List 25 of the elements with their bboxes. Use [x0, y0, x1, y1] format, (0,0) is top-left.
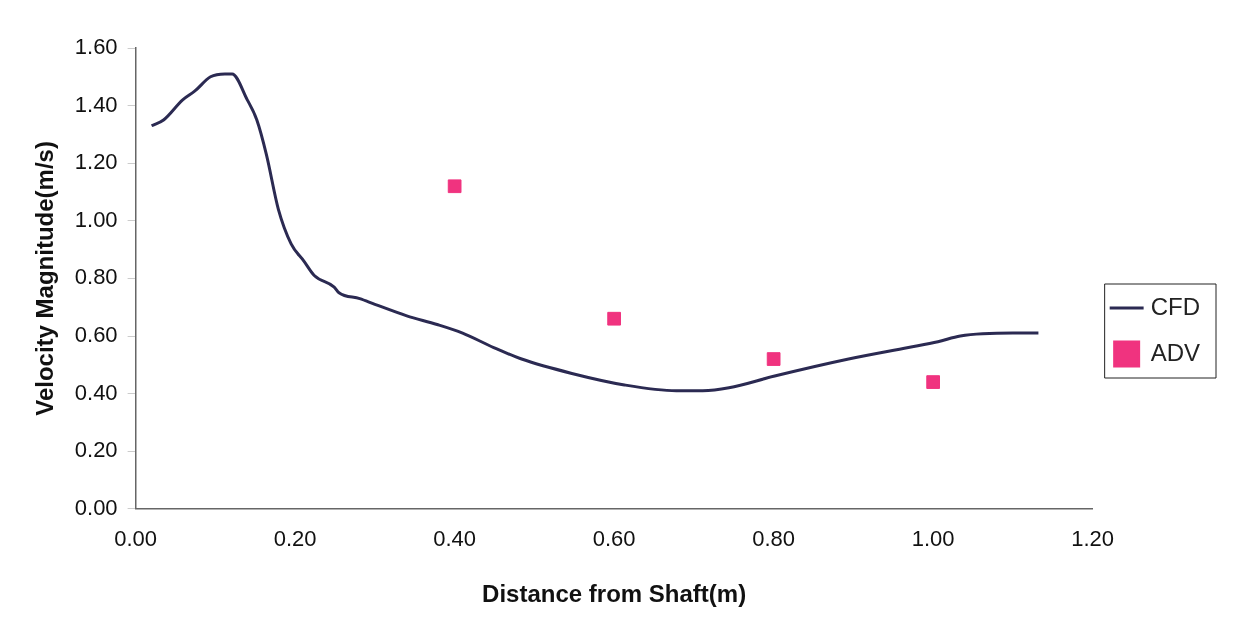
y-tick-label: 1.40: [74, 91, 118, 117]
x-tick-label: 0.40: [433, 526, 477, 552]
x-tick-label: 0.60: [592, 526, 636, 552]
line-series: [150, 72, 1040, 393]
point: [926, 375, 941, 389]
x-axis-title: Distance from Shaft(m): [482, 580, 747, 608]
y-axis-title: Velocity Magnitude(m/s): [31, 141, 59, 416]
legend-label: ADV: [1150, 338, 1201, 366]
y-tick-label: 1.60: [74, 34, 118, 60]
y-tick-label: 1.00: [74, 206, 118, 232]
x-tick-label: 0.00: [114, 526, 158, 552]
x-tick-label: 0.80: [752, 526, 796, 552]
x-tick-label: 1.00: [911, 526, 955, 552]
x-tick-label: 0.20: [273, 526, 317, 552]
x-tick-label: 1.20: [1071, 526, 1115, 552]
y-tick-label: 0.20: [74, 437, 118, 463]
y-tick-label: 1.20: [74, 149, 118, 175]
point: [766, 352, 781, 366]
point: [447, 179, 462, 194]
legend-label: CFD: [1150, 292, 1200, 320]
y-tick-label: 0.60: [74, 322, 118, 348]
y-tick-label: 0.80: [74, 264, 118, 290]
point: [607, 311, 621, 326]
y-tick-label: 0.00: [74, 494, 118, 520]
y-tick-label: 0.40: [74, 379, 118, 405]
